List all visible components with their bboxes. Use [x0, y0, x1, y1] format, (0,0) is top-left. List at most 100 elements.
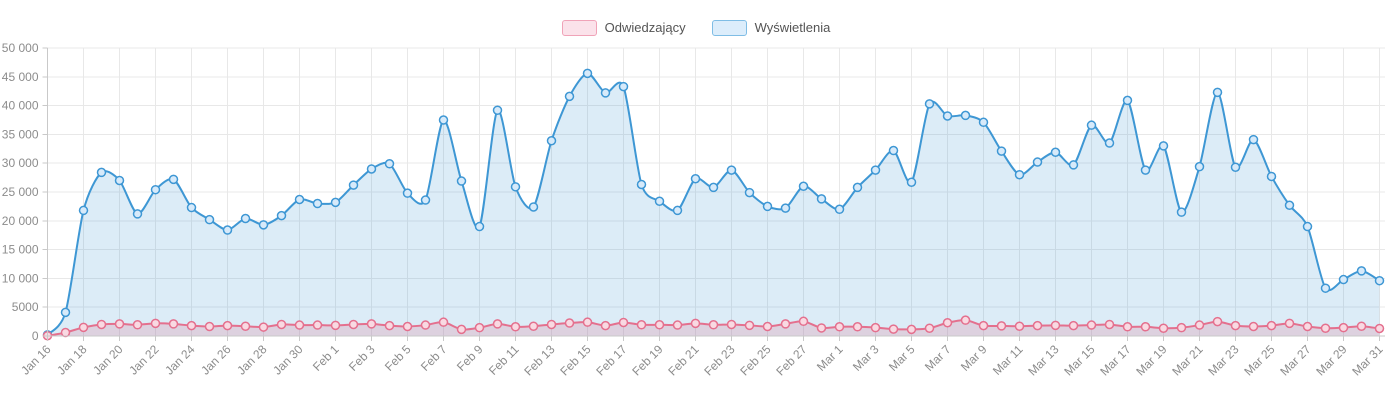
data-point-views[interactable] [258, 220, 269, 230]
data-point-visitors[interactable] [978, 320, 989, 331]
data-point-visitors[interactable] [636, 320, 647, 330]
data-point-visitors[interactable] [654, 320, 665, 330]
data-point-views[interactable] [168, 174, 179, 185]
data-point-visitors[interactable] [78, 322, 89, 333]
data-point-views[interactable] [708, 182, 719, 193]
data-point-visitors[interactable] [888, 324, 899, 334]
data-point-visitors[interactable] [942, 318, 953, 328]
data-point-visitors[interactable] [690, 318, 701, 329]
data-point-views[interactable] [1212, 87, 1223, 98]
data-point-views[interactable] [1104, 138, 1115, 148]
data-point-views[interactable] [1374, 275, 1385, 286]
data-point-visitors[interactable] [1248, 321, 1259, 332]
data-point-visitors[interactable] [474, 322, 485, 333]
data-point-views[interactable] [474, 221, 485, 232]
data-point-visitors[interactable] [672, 320, 683, 330]
data-point-views[interactable] [114, 175, 125, 186]
data-point-visitors[interactable] [420, 320, 431, 330]
data-point-visitors[interactable] [312, 320, 323, 330]
data-point-visitors[interactable] [222, 320, 233, 331]
data-point-views[interactable] [402, 188, 413, 198]
data-point-visitors[interactable] [528, 321, 539, 331]
data-point-views[interactable] [294, 194, 305, 205]
data-point-visitors[interactable] [402, 321, 413, 332]
data-point-visitors[interactable] [924, 323, 935, 333]
data-point-views[interactable] [834, 204, 845, 215]
data-point-visitors[interactable] [1068, 320, 1079, 331]
data-point-visitors[interactable] [60, 327, 71, 338]
data-point-visitors[interactable] [1338, 322, 1349, 333]
data-point-views[interactable] [780, 203, 791, 213]
data-point-views[interactable] [1122, 95, 1133, 106]
data-point-visitors[interactable] [1266, 320, 1277, 331]
data-point-visitors[interactable] [1086, 320, 1097, 330]
data-point-views[interactable] [150, 184, 161, 195]
data-point-visitors[interactable] [1302, 321, 1313, 332]
data-point-views[interactable] [78, 205, 89, 216]
data-point-views[interactable] [1032, 157, 1043, 167]
data-point-views[interactable] [1302, 221, 1313, 232]
data-point-views[interactable] [1158, 141, 1169, 151]
data-point-visitors[interactable] [582, 317, 593, 327]
data-point-visitors[interactable] [852, 322, 863, 332]
data-point-views[interactable] [762, 201, 773, 212]
data-point-views[interactable] [348, 180, 359, 190]
data-point-views[interactable] [978, 117, 989, 128]
data-point-views[interactable] [1176, 207, 1187, 217]
data-point-views[interactable] [1140, 165, 1151, 175]
data-point-views[interactable] [456, 176, 467, 186]
data-point-visitors[interactable] [546, 319, 557, 330]
data-point-views[interactable] [996, 146, 1007, 156]
data-point-views[interactable] [420, 195, 431, 205]
data-point-views[interactable] [60, 307, 71, 318]
data-point-visitors[interactable] [1374, 323, 1385, 334]
data-point-visitors[interactable] [330, 320, 341, 331]
data-point-visitors[interactable] [384, 320, 395, 331]
data-point-visitors[interactable] [906, 324, 917, 335]
data-point-views[interactable] [1338, 274, 1349, 285]
data-point-views[interactable] [870, 165, 881, 175]
data-point-views[interactable] [726, 165, 737, 175]
data-point-views[interactable] [1356, 266, 1367, 276]
data-point-views[interactable] [240, 213, 251, 224]
data-point-views[interactable] [888, 145, 899, 156]
data-point-visitors[interactable] [438, 317, 449, 327]
data-point-visitors[interactable] [600, 320, 611, 331]
data-point-views[interactable] [1014, 169, 1025, 180]
data-point-visitors[interactable] [132, 320, 143, 330]
data-point-views[interactable] [222, 225, 233, 235]
data-point-visitors[interactable] [1050, 320, 1061, 331]
data-point-visitors[interactable] [186, 320, 197, 331]
data-point-views[interactable] [924, 99, 935, 109]
data-point-visitors[interactable] [744, 320, 755, 331]
data-point-visitors[interactable] [492, 319, 503, 329]
data-point-views[interactable] [1230, 162, 1241, 172]
data-point-views[interactable] [546, 135, 557, 146]
data-point-views[interactable] [384, 159, 395, 169]
data-point-visitors[interactable] [1104, 319, 1115, 330]
data-point-views[interactable] [1320, 283, 1331, 293]
data-point-visitors[interactable] [798, 316, 809, 327]
data-point-views[interactable] [186, 202, 197, 213]
data-point-views[interactable] [636, 179, 647, 190]
data-point-visitors[interactable] [348, 319, 359, 330]
data-point-visitors[interactable] [726, 319, 737, 330]
data-point-views[interactable] [132, 209, 143, 219]
data-point-views[interactable] [600, 88, 611, 98]
data-point-visitors[interactable] [1194, 320, 1205, 330]
data-point-visitors[interactable] [114, 319, 125, 329]
data-point-visitors[interactable] [1032, 320, 1043, 331]
legend-item-views[interactable]: Wyświetlenia [711, 20, 830, 36]
legend-item-visitors[interactable]: Odwiedzający [561, 20, 686, 36]
data-point-visitors[interactable] [1230, 320, 1241, 331]
data-point-views[interactable] [1086, 120, 1097, 130]
data-point-views[interactable] [798, 181, 809, 191]
data-point-visitors[interactable] [870, 322, 881, 333]
data-point-visitors[interactable] [762, 321, 773, 332]
data-point-views[interactable] [618, 81, 629, 92]
data-point-visitors[interactable] [564, 318, 575, 328]
data-point-views[interactable] [906, 177, 917, 187]
data-point-views[interactable] [438, 115, 449, 125]
data-point-views[interactable] [582, 68, 593, 79]
data-point-views[interactable] [312, 198, 323, 209]
